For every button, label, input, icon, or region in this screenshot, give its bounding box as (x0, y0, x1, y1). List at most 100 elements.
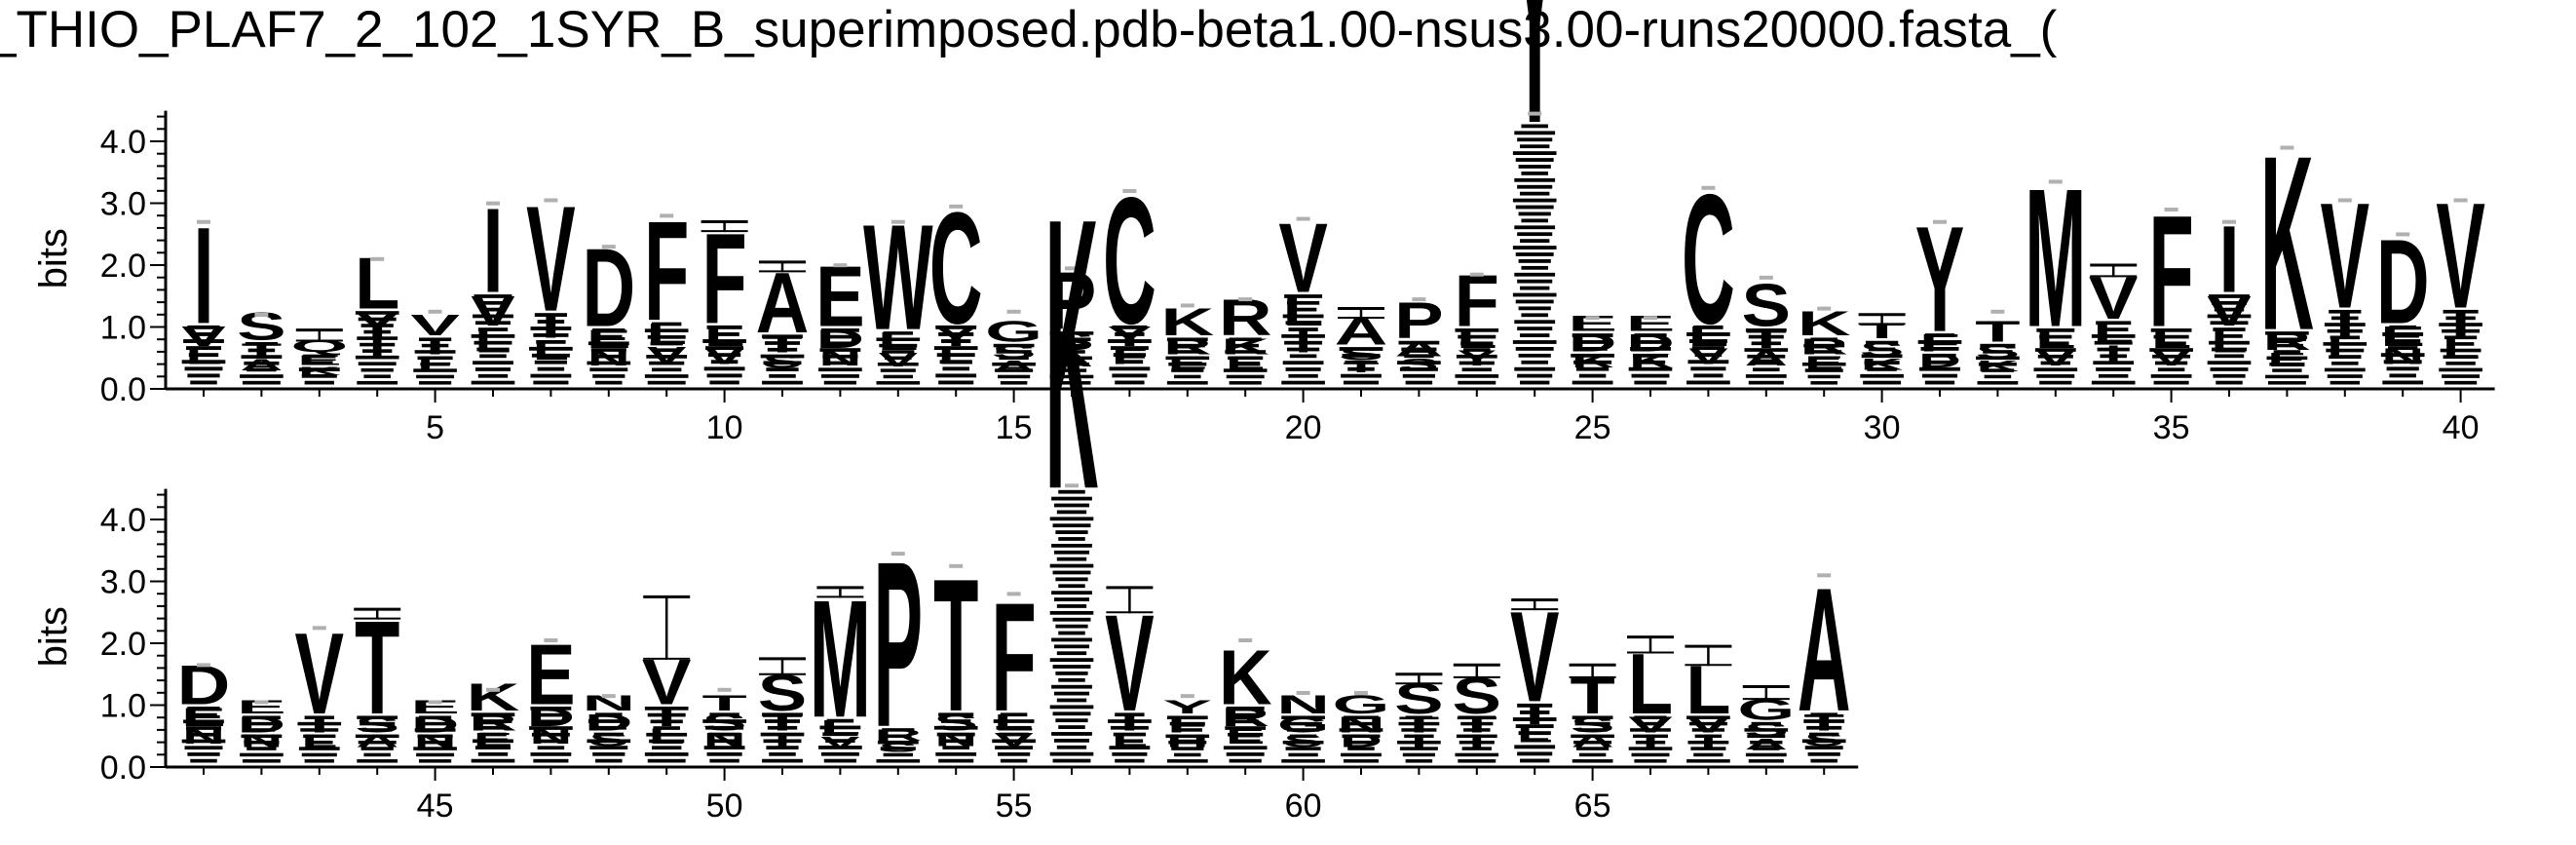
logo-filler-mark (531, 353, 570, 358)
logo-filler-mark (533, 380, 569, 385)
logo-filler-mark (1572, 759, 1613, 763)
logo-stack: ASP (1047, 255, 1096, 385)
logo-filler-mark (2091, 380, 2136, 385)
logo-letter-second: L (704, 322, 745, 353)
error-bar-marker (601, 694, 616, 699)
logo-filler-mark (242, 759, 281, 763)
logo-letter-second: L (2035, 324, 2076, 353)
logo-stack: VLM (2025, 148, 2086, 385)
logo-filler-mark (241, 355, 283, 359)
logo-filler-mark (1229, 758, 1262, 763)
logo-filler-mark (1809, 356, 1839, 361)
logo-filler-mark (1861, 354, 1903, 359)
logo-filler-mark (530, 707, 572, 711)
logo-filler-mark (474, 367, 511, 371)
logo-letter-top: P (874, 513, 924, 777)
logo-filler-mark (941, 719, 971, 723)
logo-filler-mark (300, 728, 339, 732)
x-tick-label: 50 (706, 787, 743, 825)
logo-filler-mark (360, 747, 394, 750)
logo-filler-mark (1924, 380, 1955, 385)
logo-filler-mark (1693, 752, 1724, 757)
logo-letter-second: L (878, 327, 919, 356)
logo-letter-second: I (310, 712, 328, 737)
logo-filler-mark (1399, 747, 1438, 750)
logo-filler-mark (362, 728, 393, 732)
logo-letter-third: L (474, 321, 511, 360)
logo-filler-mark (2442, 328, 2481, 333)
logo-filler-mark (766, 367, 799, 371)
logo-filler-mark (823, 380, 857, 385)
logo-filler-mark (1342, 734, 1381, 739)
logo-filler-mark (1518, 731, 1551, 736)
logo-letter-third: I (1468, 731, 1485, 750)
logo-filler-mark (1229, 337, 1262, 341)
logo-filler-mark (883, 331, 913, 335)
logo-filler-mark (592, 374, 625, 378)
logo-filler-mark (1049, 751, 1094, 756)
error-bar-marker (1006, 592, 1021, 596)
logo-filler-mark (1000, 381, 1028, 385)
logo-filler-mark (1229, 381, 1262, 385)
logo-filler-mark (1514, 320, 1556, 325)
logo-filler-mark (1112, 751, 1148, 756)
logo-stack: AST (354, 595, 401, 763)
logo-stack: SDN (582, 691, 635, 763)
logo-filler-mark (1687, 360, 1729, 365)
logo-filler-mark (993, 343, 1035, 348)
logo-stack: IYL (355, 243, 399, 385)
logo-filler-mark (2385, 339, 2421, 343)
logo-filler-mark (703, 366, 745, 371)
logo-letter-top: I (193, 198, 213, 352)
logo-filler-mark (1521, 313, 1548, 318)
logo-letter-top: E (1626, 311, 1676, 335)
error-bar-marker (1759, 275, 1773, 280)
logo-stack: SRP (874, 513, 924, 777)
error-bar-marker (1469, 272, 1484, 277)
logo-letter-third: V (2036, 346, 2076, 370)
logo-filler-mark (1231, 343, 1259, 348)
logo-filler-mark (587, 719, 629, 723)
logo-filler-mark (883, 374, 913, 379)
logo-filler-mark (1056, 510, 1087, 515)
logo-filler-mark (1867, 367, 1897, 371)
logo-filler-mark (1116, 739, 1144, 744)
logo-filler-mark (2445, 316, 2476, 321)
logo-letter-second: S (1976, 341, 2020, 363)
logo-filler-mark (1512, 717, 1557, 721)
logo-filler-mark (1055, 672, 1088, 675)
logo-filler-mark (1282, 314, 1324, 319)
logo-letter-second: S (933, 710, 977, 736)
logo-letter-third: V (1688, 343, 1728, 368)
error-bar-marker (1354, 690, 1368, 695)
logo-stack: VLF (2148, 182, 2194, 385)
logo-filler-mark (936, 353, 975, 358)
logo-filler-mark (2213, 327, 2246, 331)
logo-filler-mark (938, 331, 974, 336)
logo-filler-mark (1865, 340, 1899, 345)
logo-letter-third: A (1572, 731, 1614, 750)
logo-filler-mark (644, 328, 689, 333)
logo-filler-mark (1635, 360, 1666, 365)
logo-filler-mark (876, 381, 921, 385)
logo-filler-mark (1458, 334, 1496, 339)
logo-filler-mark (999, 732, 1029, 737)
logo-letter-third: A (993, 358, 1036, 374)
logo-filler-mark (1515, 205, 1554, 210)
logo-filler-mark (1398, 721, 1440, 726)
logo-letter-second: F (1919, 329, 1960, 357)
logo-stack: LIV (526, 174, 576, 385)
logo-filler-mark (941, 339, 971, 343)
logo-stack: LIV (1510, 584, 1560, 763)
logo-filler-mark (1399, 367, 1438, 371)
logo-filler-mark (1286, 728, 1320, 732)
logo-filler-mark (707, 732, 741, 737)
logo-filler-mark (536, 719, 566, 724)
logo-letter-third: H (1166, 731, 1209, 750)
logo-stack: STA (1798, 553, 1851, 763)
logo-stack: LVI (471, 182, 515, 385)
logo-filler-mark (1052, 570, 1091, 575)
logo-filler-mark (1284, 340, 1323, 345)
logo-letter-second: E (587, 324, 630, 353)
logo-filler-mark (363, 752, 391, 757)
